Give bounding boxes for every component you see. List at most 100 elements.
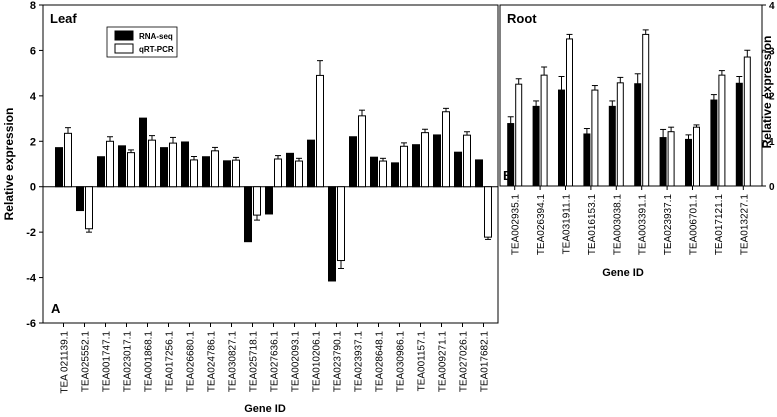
leaf-x-tick-label: TEA025552.1 [81, 331, 92, 393]
root-bar-qrt-pcr [515, 83, 523, 187]
legend-swatch-qrt-pcr [114, 43, 134, 54]
leaf-bar-qrt-pcr [211, 150, 219, 188]
leaf-x-tick-label: TEA 021139.1 [60, 331, 71, 394]
leaf-x-tick-label: TEA017682.1 [480, 331, 491, 393]
leaf-x-tick-label: TEA001157.1 [417, 331, 428, 392]
root-y-tick-label: 4 [769, 1, 775, 12]
leaf-x-tick-label: TEA025718.1 [249, 331, 260, 393]
leaf-y-tick-label: 8 [30, 0, 36, 12]
leaf-bar-rna-seq [202, 156, 210, 188]
leaf-bar-rna-seq [181, 141, 189, 188]
root-y-axis-label: Relative expression [760, 36, 774, 149]
leaf-bar-qrt-pcr [379, 160, 387, 188]
leaf-bar-qrt-pcr [421, 132, 429, 188]
leaf-panel-letter: A [51, 301, 61, 316]
leaf-bar-rna-seq [328, 186, 336, 282]
root-bar-rna-seq [685, 138, 692, 187]
leaf-x-tick-label: TEA023790.1 [333, 331, 344, 393]
root-y-tick-label: 2 [769, 92, 775, 103]
leaf-x-tick-label: TEA010206.1 [312, 331, 323, 393]
leaf-bar-qrt-pcr [106, 140, 114, 188]
root-bar-qrt-pcr [718, 74, 726, 187]
leaf-y-tick-label: 4 [30, 91, 37, 103]
leaf-y-tick-label: 2 [30, 136, 36, 148]
leaf-bar-rna-seq [223, 160, 231, 188]
leaf-x-tick-label: TEA027026.1 [459, 331, 470, 393]
leaf-x-tick-label: TEA001868.1 [144, 331, 155, 393]
root-bar-rna-seq [735, 82, 743, 187]
leaf-bar-rna-seq [454, 151, 462, 188]
leaf-bar-rna-seq [244, 186, 252, 243]
leaf-bar-rna-seq [475, 159, 483, 188]
root-x-tick-label: TEA003391.1 [638, 194, 649, 256]
leaf-x-tick-label: TEA030827.1 [228, 331, 239, 393]
leaf-bar-rna-seq [265, 186, 273, 215]
leaf-y-tick-label: -2 [26, 227, 36, 239]
leaf-bar-qrt-pcr [85, 186, 93, 230]
root-y-tick-label: 3 [769, 46, 775, 57]
root-bar-qrt-pcr [616, 82, 624, 187]
leaf-y-tick-label: 6 [30, 45, 36, 57]
leaf-bar-rna-seq [55, 147, 63, 188]
leaf-bar-rna-seq [412, 144, 420, 188]
leaf-x-tick-label: TEA024786.1 [207, 331, 218, 393]
root-y-tick-label: 1 [769, 137, 775, 148]
legend-label-qrt-pcr: qRT-PCR [139, 45, 174, 54]
leaf-bar-qrt-pcr [295, 160, 303, 188]
leaf-x-tick-label: TEA002093.1 [291, 331, 302, 393]
leaf-bar-qrt-pcr [127, 152, 135, 188]
leaf-y-tick-label: -6 [26, 318, 36, 330]
leaf-y-tick-label: -4 [26, 273, 37, 285]
leaf-x-tick-label: TEA030986.1 [396, 331, 407, 393]
leaf-bar-qrt-pcr [232, 159, 240, 188]
leaf-bar-rna-seq [391, 162, 399, 188]
leaf-bar-rna-seq [349, 136, 357, 188]
root-x-tick-label: TEA023937.1 [663, 194, 674, 256]
leaf-bar-rna-seq [160, 147, 168, 188]
root-x-tick-label: TEA016153.1 [587, 194, 598, 256]
leaf-x-tick-label: TEA009271.1 [438, 331, 449, 393]
leaf-x-tick-label: TEA023017.1 [123, 331, 134, 393]
leaf-bar-qrt-pcr [463, 134, 471, 188]
leaf-bar-qrt-pcr [64, 132, 72, 188]
leaf-bar-qrt-pcr [253, 186, 261, 216]
leaf-bar-rna-seq [118, 145, 126, 188]
root-bar-qrt-pcr [540, 74, 548, 187]
leaf-x-tick-label: TEA017256.1 [165, 331, 176, 393]
leaf-x-tick-label: TEA026680.1 [186, 331, 197, 393]
root-x-axis-label: Gene ID [602, 267, 644, 279]
root-x-tick-label: TEA006701.1 [689, 194, 700, 256]
leaf-bar-qrt-pcr [484, 186, 492, 238]
leaf-bar-qrt-pcr [169, 142, 177, 188]
root-bar-rna-seq [507, 123, 515, 187]
leaf-bar-rna-seq [286, 152, 294, 188]
leaf-panel-title: Leaf [50, 11, 77, 26]
root-bar-rna-seq [634, 83, 642, 187]
leaf-x-tick-label: TEA001747.1 [102, 331, 113, 393]
legend-swatch-rna-seq [114, 30, 134, 41]
root-x-tick-label: TEA017121.1 [714, 194, 725, 256]
leaf-bar-rna-seq [76, 186, 84, 212]
leaf-bar-qrt-pcr [316, 74, 324, 188]
root-bar-rna-seq [608, 105, 616, 187]
leaf-bar-rna-seq [370, 156, 378, 188]
root-bar-qrt-pcr [591, 89, 599, 187]
leaf-bar-rna-seq [307, 139, 315, 188]
root-y-tick-label: 0 [769, 182, 775, 193]
leaf-bar-qrt-pcr [400, 145, 408, 188]
root-x-tick-label: TEA002935.1 [511, 194, 522, 256]
leaf-bar-qrt-pcr [190, 159, 198, 188]
leaf-bar-qrt-pcr [337, 186, 345, 262]
leaf-bar-qrt-pcr [148, 139, 156, 188]
leaf-y-axis-label: Relative expression [2, 108, 16, 221]
leaf-y-tick-label: 0 [30, 182, 36, 194]
leaf-bar-rna-seq [97, 156, 105, 188]
root-bar-qrt-pcr [693, 126, 700, 187]
root-bar-qrt-pcr [642, 33, 650, 187]
root-bar-qrt-pcr [566, 38, 573, 187]
root-panel-title: Root [507, 11, 537, 26]
root-bar-rna-seq [710, 99, 718, 187]
leaf-x-tick-label: TEA023937.1 [354, 331, 365, 393]
legend-label-rna-seq: RNA-seq [139, 32, 173, 41]
